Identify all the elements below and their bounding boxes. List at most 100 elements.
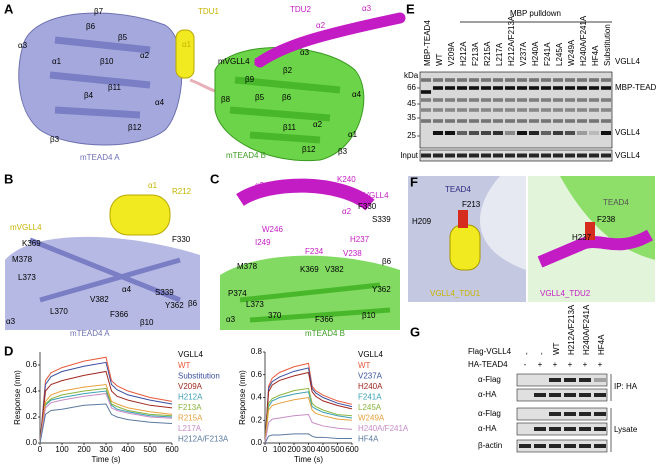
band — [528, 153, 540, 158]
structure-label: β10 — [100, 57, 114, 66]
lane-label: HF4A — [591, 45, 600, 66]
structure-label: α2 — [342, 207, 352, 216]
band — [600, 78, 612, 82]
band — [540, 98, 552, 102]
band — [504, 98, 516, 102]
y-tick-label: 0.0 — [26, 438, 38, 447]
band — [468, 98, 480, 102]
band — [504, 131, 516, 135]
band — [456, 119, 468, 123]
band — [420, 153, 432, 158]
blot-header: MBP pulldown — [510, 9, 561, 18]
band — [552, 119, 564, 123]
band — [579, 427, 591, 431]
structure-label: β6 — [188, 299, 198, 308]
series-line — [39, 383, 173, 444]
structure-label: W246 — [262, 225, 283, 234]
structure-label: α3 — [300, 48, 310, 57]
band — [564, 444, 576, 448]
x-tick-label: 600 — [345, 445, 359, 454]
series-line — [39, 370, 173, 444]
row-name: HA-TEAD4 — [468, 360, 508, 369]
legend-entry: V237A — [358, 372, 383, 381]
structure-label: H237 — [350, 235, 370, 244]
structure-label: β12 — [302, 145, 316, 154]
band — [594, 393, 606, 397]
series-line — [264, 371, 353, 444]
band — [594, 427, 606, 431]
band — [432, 119, 444, 123]
blot — [516, 422, 608, 436]
band — [504, 86, 516, 90]
x-tick-label: 0 — [38, 445, 43, 454]
blot — [516, 407, 608, 421]
lane-label: V209A — [447, 41, 456, 66]
x-tick-label: 300 — [99, 445, 113, 454]
structure-label: α1 — [182, 40, 192, 49]
band — [588, 98, 600, 102]
lane-label: L245A — [555, 42, 564, 66]
structure-b — [5, 194, 200, 330]
band — [432, 98, 444, 102]
structure-label: K369 — [300, 265, 319, 274]
structure-label: mTEAD4 B — [226, 151, 266, 160]
band — [564, 98, 576, 102]
band — [468, 108, 480, 112]
band — [540, 108, 552, 112]
blot — [516, 439, 608, 453]
structure-label: β2 — [283, 66, 293, 75]
lane-label: H240A/F241A — [582, 304, 591, 355]
lane-label: W249A — [567, 39, 576, 66]
panel-letter: F — [410, 174, 418, 189]
band — [444, 98, 456, 102]
band — [480, 131, 492, 135]
band — [492, 98, 504, 102]
band — [600, 98, 612, 102]
structure-label: TDU1 — [198, 7, 219, 16]
band — [432, 131, 444, 135]
legend-entry: HF4A — [358, 435, 379, 444]
x-tick-label: 100 — [273, 445, 287, 454]
structure-label: Y362 — [372, 285, 391, 294]
band — [420, 78, 432, 82]
band — [444, 78, 456, 82]
panel-letter: G — [410, 324, 420, 339]
structure-label: S339 — [155, 288, 174, 297]
band — [480, 119, 492, 123]
structure-label: TDU2 — [290, 5, 311, 14]
series-line — [39, 390, 173, 444]
structure-label: F238 — [597, 215, 616, 224]
lane-label: - — [524, 360, 527, 369]
y-tick-label: 0.8 — [251, 347, 263, 356]
series-line — [264, 387, 353, 444]
series-line — [264, 414, 353, 444]
structure-label: β12 — [128, 123, 142, 132]
band — [588, 131, 600, 135]
band — [549, 444, 561, 448]
panel-letter: C — [210, 171, 220, 186]
blot — [419, 71, 613, 149]
band — [516, 86, 528, 90]
structure-label: L373 — [246, 300, 264, 309]
structure-label: mVGLL4 — [10, 223, 42, 232]
y-tick-label: 0.4 — [26, 386, 38, 395]
band — [564, 131, 576, 135]
structure-label: M378 — [237, 262, 258, 271]
lane-label: Substitution — [603, 24, 612, 66]
band — [579, 378, 591, 382]
band — [504, 153, 516, 158]
band — [564, 378, 576, 382]
band — [600, 131, 612, 135]
series-line — [264, 433, 352, 444]
structure-label: α3 — [362, 4, 372, 13]
band — [456, 78, 468, 82]
legend-entry: W249A — [358, 414, 385, 423]
structure-label: F234 — [305, 247, 324, 256]
band — [468, 131, 480, 135]
legend-entry: V209A — [178, 382, 203, 391]
band — [564, 393, 576, 397]
band — [552, 98, 564, 102]
band — [576, 86, 588, 90]
panel-letter: E — [406, 1, 415, 16]
x-tick-label: 500 — [331, 445, 345, 454]
